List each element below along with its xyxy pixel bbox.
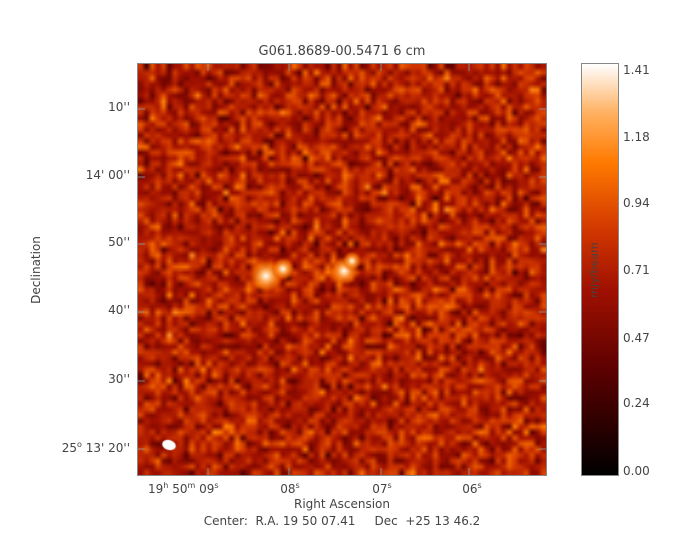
y-tick-label: 14' 00'' [85, 168, 130, 182]
center-coordinates: Center: R.A. 19 50 07.41 Dec +25 13 46.2 [203, 514, 481, 528]
y-tick-label-origin: 25o 13' 20'' [61, 440, 130, 455]
colorbar-label: mJy/beam [587, 242, 601, 298]
colorbar-tick: 0.00 [623, 464, 650, 478]
seconds: 07 [372, 482, 388, 496]
y-tick-label: 30'' [108, 372, 130, 386]
seconds: 06 [462, 482, 478, 496]
deg-value: 25 [61, 441, 78, 455]
x-tick-label: 07s [372, 481, 392, 496]
colorbar-tick: 0.47 [623, 331, 650, 345]
radio-map-heatmap [138, 64, 546, 475]
y-tick-label: 50'' [108, 235, 130, 249]
colorbar-tick: 1.41 [623, 63, 650, 77]
colorbar-tick: 0.94 [623, 196, 650, 210]
x-tick-label-origin: 19h 50m 09s [148, 481, 219, 496]
seconds: 08 [280, 482, 296, 496]
plot-title: G061.8689-00.5471 6 cm [258, 44, 426, 59]
x-axis-label: Right Ascension [294, 497, 390, 511]
minutes: 50 [172, 482, 188, 496]
x-tick-label: 06s [462, 481, 482, 496]
y-tick-label: 40'' [108, 303, 130, 317]
image-panel [137, 63, 547, 476]
colorbar-tick: 1.18 [623, 130, 650, 144]
colorbar [581, 63, 619, 476]
colorbar-tick: 0.24 [623, 396, 650, 410]
y-tick-label: 10'' [108, 100, 130, 114]
hours: 19 [148, 482, 164, 496]
dec-value: 13' 20'' [85, 441, 130, 455]
x-tick-label: 08s [280, 481, 300, 496]
colorbar-tick: 0.71 [623, 263, 650, 277]
seconds: 09 [199, 482, 215, 496]
